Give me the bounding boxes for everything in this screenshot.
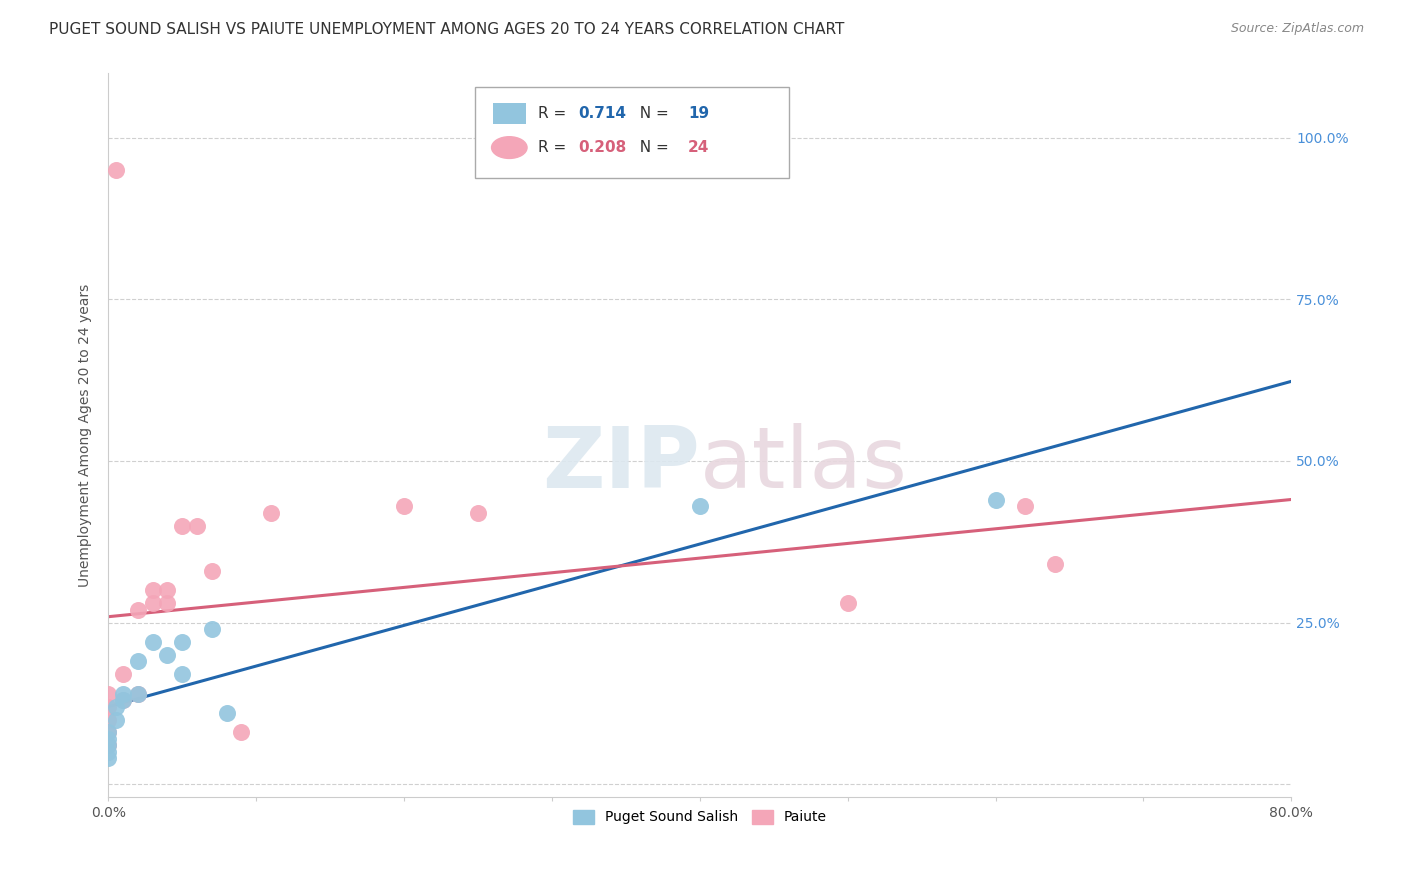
Point bbox=[201, 564, 224, 578]
Point bbox=[97, 751, 120, 765]
Point bbox=[104, 699, 127, 714]
Legend: Puget Sound Salish, Paiute: Puget Sound Salish, Paiute bbox=[567, 804, 832, 830]
Point bbox=[97, 725, 120, 739]
Point bbox=[104, 713, 127, 727]
Y-axis label: Unemployment Among Ages 20 to 24 years: Unemployment Among Ages 20 to 24 years bbox=[79, 284, 93, 587]
Point bbox=[186, 518, 208, 533]
Point bbox=[97, 687, 120, 701]
Point bbox=[112, 693, 135, 707]
Point bbox=[97, 745, 120, 759]
FancyBboxPatch shape bbox=[492, 103, 526, 124]
Point bbox=[97, 713, 120, 727]
Text: 24: 24 bbox=[688, 140, 710, 155]
Point bbox=[127, 654, 149, 668]
Point bbox=[172, 667, 194, 681]
Point bbox=[127, 687, 149, 701]
Text: R =: R = bbox=[537, 140, 571, 155]
Point bbox=[156, 648, 179, 662]
Point bbox=[172, 635, 194, 649]
Point bbox=[231, 725, 253, 739]
Point bbox=[984, 492, 1007, 507]
Point bbox=[97, 731, 120, 746]
Point bbox=[392, 499, 415, 513]
Text: PUGET SOUND SALISH VS PAIUTE UNEMPLOYMENT AMONG AGES 20 TO 24 YEARS CORRELATION : PUGET SOUND SALISH VS PAIUTE UNEMPLOYMEN… bbox=[49, 22, 845, 37]
Point bbox=[97, 739, 120, 753]
Point bbox=[97, 725, 120, 739]
Point bbox=[215, 706, 238, 720]
Point bbox=[127, 687, 149, 701]
Text: atlas: atlas bbox=[700, 423, 908, 506]
Point bbox=[1014, 499, 1036, 513]
Text: 19: 19 bbox=[688, 106, 709, 121]
Point bbox=[837, 596, 859, 610]
Point bbox=[260, 506, 283, 520]
Point bbox=[467, 506, 489, 520]
Text: N =: N = bbox=[630, 106, 673, 121]
Circle shape bbox=[492, 136, 527, 159]
Point bbox=[112, 687, 135, 701]
Point bbox=[156, 583, 179, 598]
Point bbox=[1043, 558, 1066, 572]
Text: ZIP: ZIP bbox=[543, 423, 700, 506]
Text: 0.208: 0.208 bbox=[578, 140, 626, 155]
Point bbox=[104, 163, 127, 178]
Point bbox=[127, 602, 149, 616]
Point bbox=[112, 693, 135, 707]
Text: R =: R = bbox=[537, 106, 571, 121]
Text: 0.714: 0.714 bbox=[578, 106, 626, 121]
Point bbox=[201, 622, 224, 636]
Point bbox=[172, 518, 194, 533]
Point bbox=[97, 699, 120, 714]
Point bbox=[142, 596, 165, 610]
Point bbox=[142, 583, 165, 598]
Point bbox=[689, 499, 711, 513]
Point bbox=[97, 739, 120, 753]
Point bbox=[156, 596, 179, 610]
Point bbox=[112, 667, 135, 681]
Text: Source: ZipAtlas.com: Source: ZipAtlas.com bbox=[1230, 22, 1364, 36]
FancyBboxPatch shape bbox=[475, 87, 789, 178]
Point bbox=[142, 635, 165, 649]
Text: N =: N = bbox=[630, 140, 673, 155]
